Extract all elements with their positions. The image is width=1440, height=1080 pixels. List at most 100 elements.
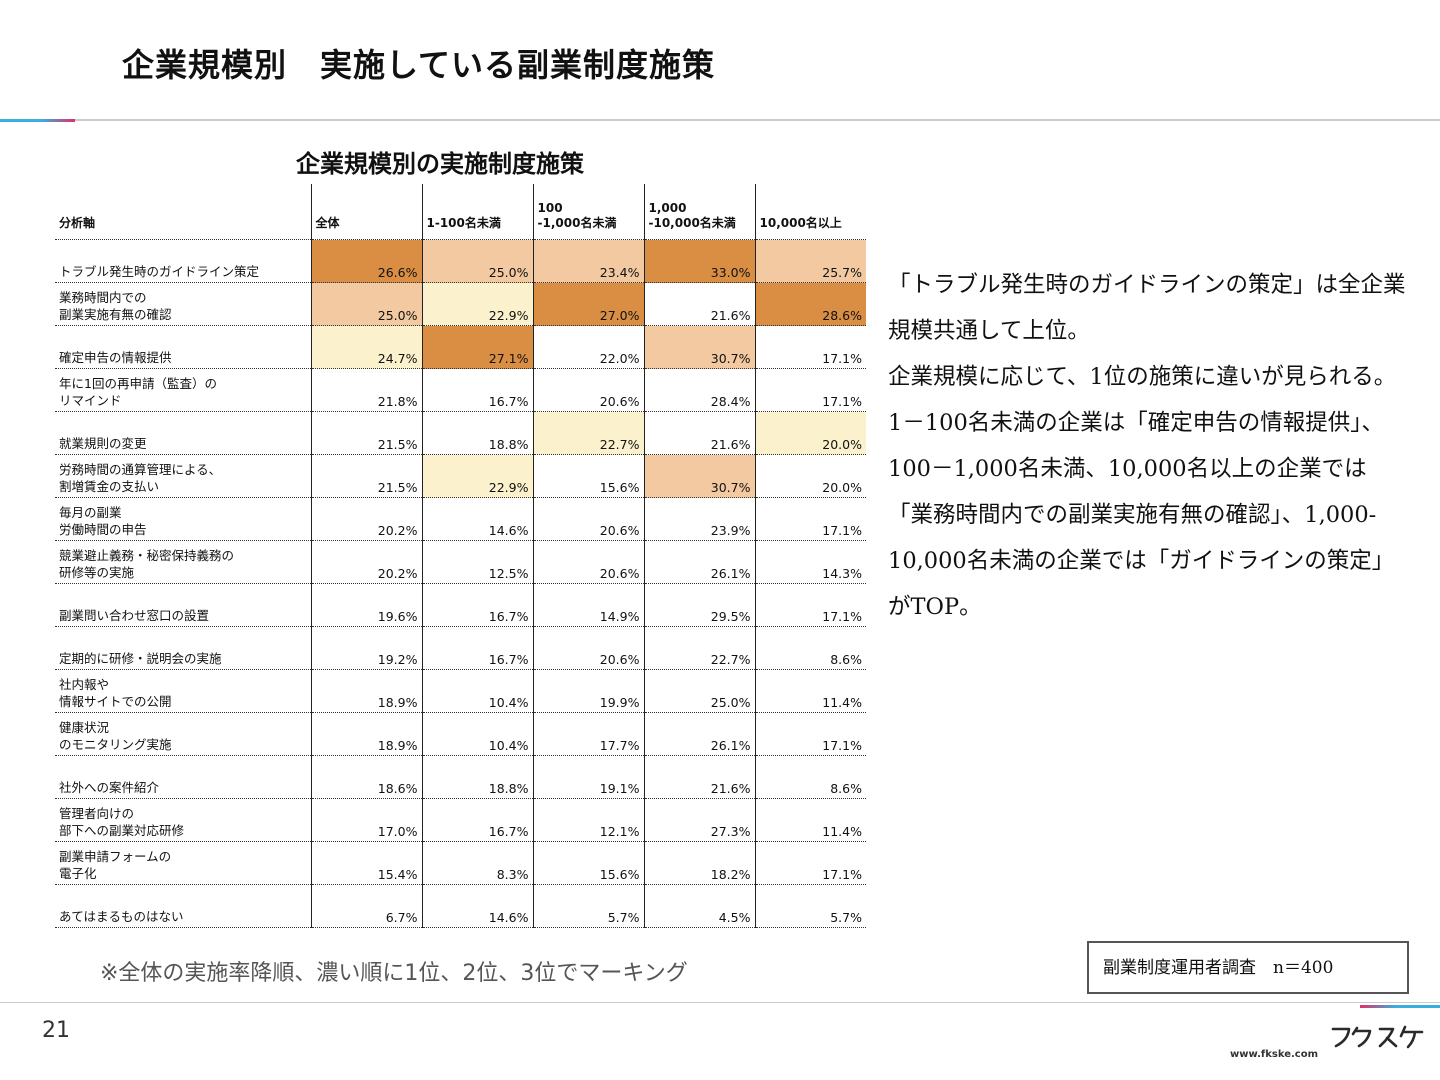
- value-cell: 18.8%: [421, 755, 533, 799]
- column-header: 10,000名以上: [754, 184, 866, 235]
- value-cell: 8.3%: [421, 841, 533, 885]
- value-cell: 20.6%: [532, 368, 644, 412]
- slide-title: 企業規模別 実施している副業制度施策: [122, 46, 716, 84]
- value-cell: 15.4%: [310, 841, 422, 885]
- spacer-cell: [643, 235, 755, 240]
- table-row: 就業規則の変更 21.5% 18.8% 22.7% 21.6% 20.0%: [55, 411, 866, 455]
- value-cell: 20.6%: [532, 540, 644, 584]
- website-url: www.fkske.com: [1230, 1049, 1319, 1060]
- fukusuke-logo-icon: [1331, 1025, 1424, 1049]
- value-cell: 26.1%: [643, 540, 755, 584]
- value-cell: 29.5%: [643, 583, 755, 627]
- row-label: 社外への案件紹介: [55, 755, 311, 799]
- value-cell: 17.7%: [532, 712, 644, 756]
- value-cell: 21.6%: [643, 755, 755, 799]
- column-header: 1,000 -10,000名未満: [643, 184, 755, 235]
- row-label: 健康状況 のモニタリング実施: [55, 712, 311, 756]
- value-cell: 5.7%: [754, 884, 866, 928]
- spacer-cell: [310, 235, 422, 240]
- row-label: あてはまるものはない: [55, 884, 311, 928]
- value-cell: 18.8%: [421, 411, 533, 455]
- value-cell: 10.4%: [421, 669, 533, 713]
- row-label: 就業規則の変更: [55, 411, 311, 455]
- value-cell: 21.6%: [643, 411, 755, 455]
- value-cell: 8.6%: [754, 755, 866, 799]
- table-row: 社内報や 情報サイトでの公開 18.9% 10.4% 19.9% 25.0% 11.4%: [55, 669, 866, 713]
- row-label: 副業申請フォームの 電子化: [55, 841, 311, 885]
- value-cell: 14.9%: [532, 583, 644, 627]
- value-cell: 10.4%: [421, 712, 533, 756]
- value-cell: 18.6%: [310, 755, 422, 799]
- row-label: トラブル発生時のガイドライン策定: [55, 239, 311, 283]
- value-cell: 16.7%: [421, 368, 533, 412]
- value-cell: 19.2%: [310, 626, 422, 670]
- value-cell: 15.6%: [532, 454, 644, 498]
- spacer-cell: [754, 235, 866, 240]
- value-cell: 15.6%: [532, 841, 644, 885]
- row-label: 労務時間の通算管理による、 割増賃金の支払い: [55, 454, 311, 498]
- table-row: 管理者向けの 部下への副業対応研修 17.0% 16.7% 12.1% 27.3% 11.…: [55, 798, 866, 842]
- value-cell: 27.3%: [643, 798, 755, 842]
- value-cell: 21.6%: [643, 282, 755, 326]
- table-spacer-row: [55, 235, 866, 240]
- value-cell: 20.6%: [532, 497, 644, 541]
- spacer-cell: [55, 235, 311, 240]
- value-cell: 16.7%: [421, 626, 533, 670]
- value-cell: 33.0%: [643, 239, 755, 283]
- value-cell: 22.9%: [421, 282, 533, 326]
- value-cell: 22.9%: [421, 454, 533, 498]
- spacer-cell: [421, 235, 533, 240]
- page-number: 21: [42, 1018, 70, 1043]
- value-cell: 14.6%: [421, 497, 533, 541]
- value-cell: 19.6%: [310, 583, 422, 627]
- value-cell: 16.7%: [421, 583, 533, 627]
- value-cell: 30.7%: [643, 325, 755, 369]
- value-cell: 22.0%: [532, 325, 644, 369]
- value-cell: 6.7%: [310, 884, 422, 928]
- value-cell: 20.0%: [754, 411, 866, 455]
- value-cell: 27.1%: [421, 325, 533, 369]
- top-accent-bar: [0, 119, 75, 122]
- table-row: 競業避止義務・秘密保持義務の 研修等の実施 20.2% 12.5% 20.6% 26.1…: [55, 540, 866, 584]
- row-label: 定期的に研修・説明会の実施: [55, 626, 311, 670]
- value-cell: 20.0%: [754, 454, 866, 498]
- row-label: 業務時間内での 副業実施有無の確認: [55, 282, 311, 326]
- value-cell: 22.7%: [643, 626, 755, 670]
- table-row: トラブル発生時のガイドライン策定 26.6% 25.0% 23.4% 33.0% 25.7…: [55, 239, 866, 283]
- value-cell: 18.2%: [643, 841, 755, 885]
- value-cell: 23.9%: [643, 497, 755, 541]
- bottom-divider: [0, 1002, 1440, 1003]
- table-row: 労務時間の通算管理による、 割増賃金の支払い 21.5% 22.9% 15.6% 30.…: [55, 454, 866, 498]
- value-cell: 22.7%: [532, 411, 644, 455]
- bottom-accent-bar: [1360, 1005, 1440, 1008]
- value-cell: 25.7%: [754, 239, 866, 283]
- value-cell: 25.0%: [643, 669, 755, 713]
- value-cell: 17.1%: [754, 583, 866, 627]
- value-cell: 27.0%: [532, 282, 644, 326]
- column-header: 100 -1,000名未満: [532, 184, 644, 235]
- data-table: 分析軸 全体 1-100名未満 100 -1,000名未満 1,000 -10,…: [55, 184, 866, 928]
- value-cell: 21.5%: [310, 411, 422, 455]
- value-cell: 4.5%: [643, 884, 755, 928]
- row-label: 確定申告の情報提供: [55, 325, 311, 369]
- column-header: 全体: [310, 184, 422, 235]
- value-cell: 11.4%: [754, 669, 866, 713]
- table-row: 定期的に研修・説明会の実施 19.2% 16.7% 20.6% 22.7% 8.6%: [55, 626, 866, 670]
- row-label: 副業問い合わせ窓口の設置: [55, 583, 311, 627]
- value-cell: 5.7%: [532, 884, 644, 928]
- company-logo: [1330, 1024, 1430, 1054]
- table-row: 社外への案件紹介 18.6% 18.8% 19.1% 21.6% 8.6%: [55, 755, 866, 799]
- table-row: 副業申請フォームの 電子化 15.4% 8.3% 15.6% 18.2% 17.1%: [55, 841, 866, 885]
- value-cell: 16.7%: [421, 798, 533, 842]
- value-cell: 17.0%: [310, 798, 422, 842]
- table-row: 確定申告の情報提供 24.7% 27.1% 22.0% 30.7% 17.1%: [55, 325, 866, 369]
- value-cell: 17.1%: [754, 325, 866, 369]
- marking-note: ※全体の実施率降順、濃い順に1位、2位、3位でマーキング: [100, 961, 688, 986]
- value-cell: 8.6%: [754, 626, 866, 670]
- value-cell: 23.4%: [532, 239, 644, 283]
- table-row: 業務時間内での 副業実施有無の確認 25.0% 22.9% 27.0% 21.6% 28.…: [55, 282, 866, 326]
- table-row: あてはまるものはない 6.7% 14.6% 5.7% 4.5% 5.7%: [55, 884, 866, 928]
- value-cell: 12.1%: [532, 798, 644, 842]
- value-cell: 21.8%: [310, 368, 422, 412]
- table-row: 副業問い合わせ窓口の設置 19.6% 16.7% 14.9% 29.5% 17.1%: [55, 583, 866, 627]
